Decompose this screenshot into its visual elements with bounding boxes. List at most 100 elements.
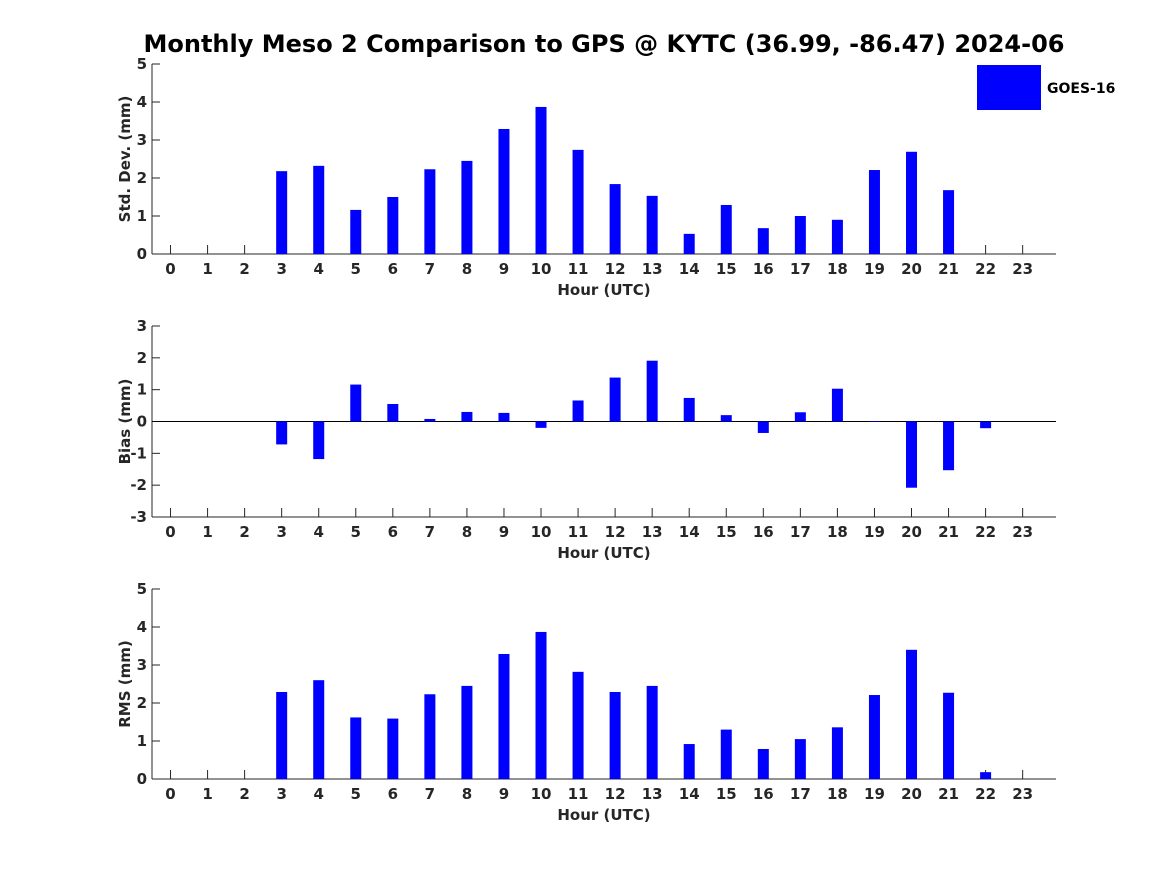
bar bbox=[461, 160, 473, 254]
bar bbox=[461, 411, 473, 422]
y-tick-label: 2 bbox=[137, 694, 147, 712]
y-tick-label: 2 bbox=[137, 169, 147, 187]
x-tick-label: 12 bbox=[605, 785, 626, 803]
bar bbox=[609, 184, 621, 254]
x-tick-label: 17 bbox=[790, 785, 811, 803]
x-tick-label: 3 bbox=[276, 785, 286, 803]
y-tick-label: -1 bbox=[130, 444, 147, 462]
x-tick-label: 12 bbox=[605, 523, 626, 541]
bar bbox=[387, 403, 399, 422]
bar bbox=[906, 649, 918, 779]
bar bbox=[868, 421, 880, 422]
bar bbox=[831, 727, 843, 779]
x-tick-label: 2 bbox=[239, 260, 249, 278]
bar bbox=[572, 400, 584, 422]
x-tick-label: 0 bbox=[165, 785, 175, 803]
x-tick-label: 7 bbox=[425, 785, 435, 803]
x-tick-label: 22 bbox=[975, 260, 996, 278]
y-tick-label: 4 bbox=[137, 93, 147, 111]
y-axis-label: Bias (mm) bbox=[116, 379, 134, 465]
bar bbox=[943, 190, 955, 254]
bar bbox=[387, 197, 399, 254]
bar bbox=[980, 421, 992, 429]
x-tick-label: 21 bbox=[938, 785, 959, 803]
bar bbox=[831, 219, 843, 254]
x-tick-label: 7 bbox=[425, 523, 435, 541]
x-tick-label: 14 bbox=[679, 523, 700, 541]
bar bbox=[535, 631, 547, 779]
y-tick-label: 0 bbox=[137, 413, 147, 431]
bar bbox=[461, 685, 473, 779]
x-tick-label: 13 bbox=[642, 260, 663, 278]
x-tick-label: 20 bbox=[901, 260, 922, 278]
y-tick-label: 0 bbox=[137, 770, 147, 788]
x-tick-label: 6 bbox=[388, 523, 398, 541]
y-tick-label: -3 bbox=[130, 508, 147, 526]
x-tick-label: 18 bbox=[827, 785, 848, 803]
x-tick-label: 14 bbox=[679, 785, 700, 803]
bar bbox=[906, 151, 918, 254]
bar bbox=[906, 421, 918, 488]
x-tick-label: 19 bbox=[864, 523, 885, 541]
x-tick-label: 4 bbox=[314, 785, 324, 803]
y-tick-label: 3 bbox=[137, 131, 147, 149]
y-tick-label: 5 bbox=[137, 55, 147, 73]
bar bbox=[276, 171, 288, 254]
x-tick-label: 18 bbox=[827, 523, 848, 541]
x-tick-label: 17 bbox=[790, 260, 811, 278]
x-tick-label: 11 bbox=[568, 260, 589, 278]
bar bbox=[943, 421, 955, 471]
bar bbox=[424, 694, 436, 779]
x-tick-label: 9 bbox=[499, 785, 509, 803]
bar bbox=[313, 421, 325, 460]
bar bbox=[868, 170, 880, 254]
legend: GOES-16 bbox=[977, 65, 1115, 110]
x-tick-label: 1 bbox=[202, 523, 212, 541]
x-tick-label: 20 bbox=[901, 785, 922, 803]
x-tick-label: 17 bbox=[790, 523, 811, 541]
x-tick-label: 23 bbox=[1012, 260, 1033, 278]
bar bbox=[498, 653, 510, 779]
bar bbox=[794, 412, 806, 422]
bar bbox=[535, 421, 547, 428]
bar bbox=[794, 216, 806, 254]
bar bbox=[831, 388, 843, 422]
bar bbox=[609, 377, 621, 422]
x-tick-label: 16 bbox=[753, 785, 774, 803]
x-tick-label: 10 bbox=[531, 785, 552, 803]
x-tick-label: 5 bbox=[351, 260, 361, 278]
bar bbox=[646, 685, 658, 779]
x-tick-label: 16 bbox=[753, 260, 774, 278]
y-tick-label: 4 bbox=[137, 618, 147, 636]
x-tick-label: 8 bbox=[462, 260, 472, 278]
x-tick-label: 1 bbox=[202, 785, 212, 803]
y-tick-label: -2 bbox=[130, 476, 147, 494]
bar bbox=[276, 691, 288, 779]
bar bbox=[757, 421, 769, 433]
bar bbox=[350, 717, 362, 779]
bar bbox=[535, 106, 547, 254]
y-tick-label: 3 bbox=[137, 656, 147, 674]
x-tick-label: 2 bbox=[239, 785, 249, 803]
bar bbox=[609, 691, 621, 779]
x-tick-label: 15 bbox=[716, 260, 737, 278]
x-tick-label: 23 bbox=[1012, 523, 1033, 541]
x-tick-label: 15 bbox=[716, 785, 737, 803]
y-tick-label: 1 bbox=[137, 732, 147, 750]
x-tick-label: 15 bbox=[716, 523, 737, 541]
x-tick-label: 8 bbox=[462, 523, 472, 541]
x-tick-label: 0 bbox=[165, 523, 175, 541]
y-axis-label: Std. Dev. (mm) bbox=[116, 96, 134, 223]
x-tick-label: 20 bbox=[901, 523, 922, 541]
x-tick-label: 9 bbox=[499, 260, 509, 278]
legend-label: GOES-16 bbox=[1047, 81, 1115, 97]
bar bbox=[313, 680, 325, 779]
bar bbox=[868, 695, 880, 779]
bar bbox=[424, 169, 436, 254]
bar bbox=[350, 209, 362, 254]
x-tick-label: 4 bbox=[314, 523, 324, 541]
x-tick-label: 13 bbox=[642, 785, 663, 803]
